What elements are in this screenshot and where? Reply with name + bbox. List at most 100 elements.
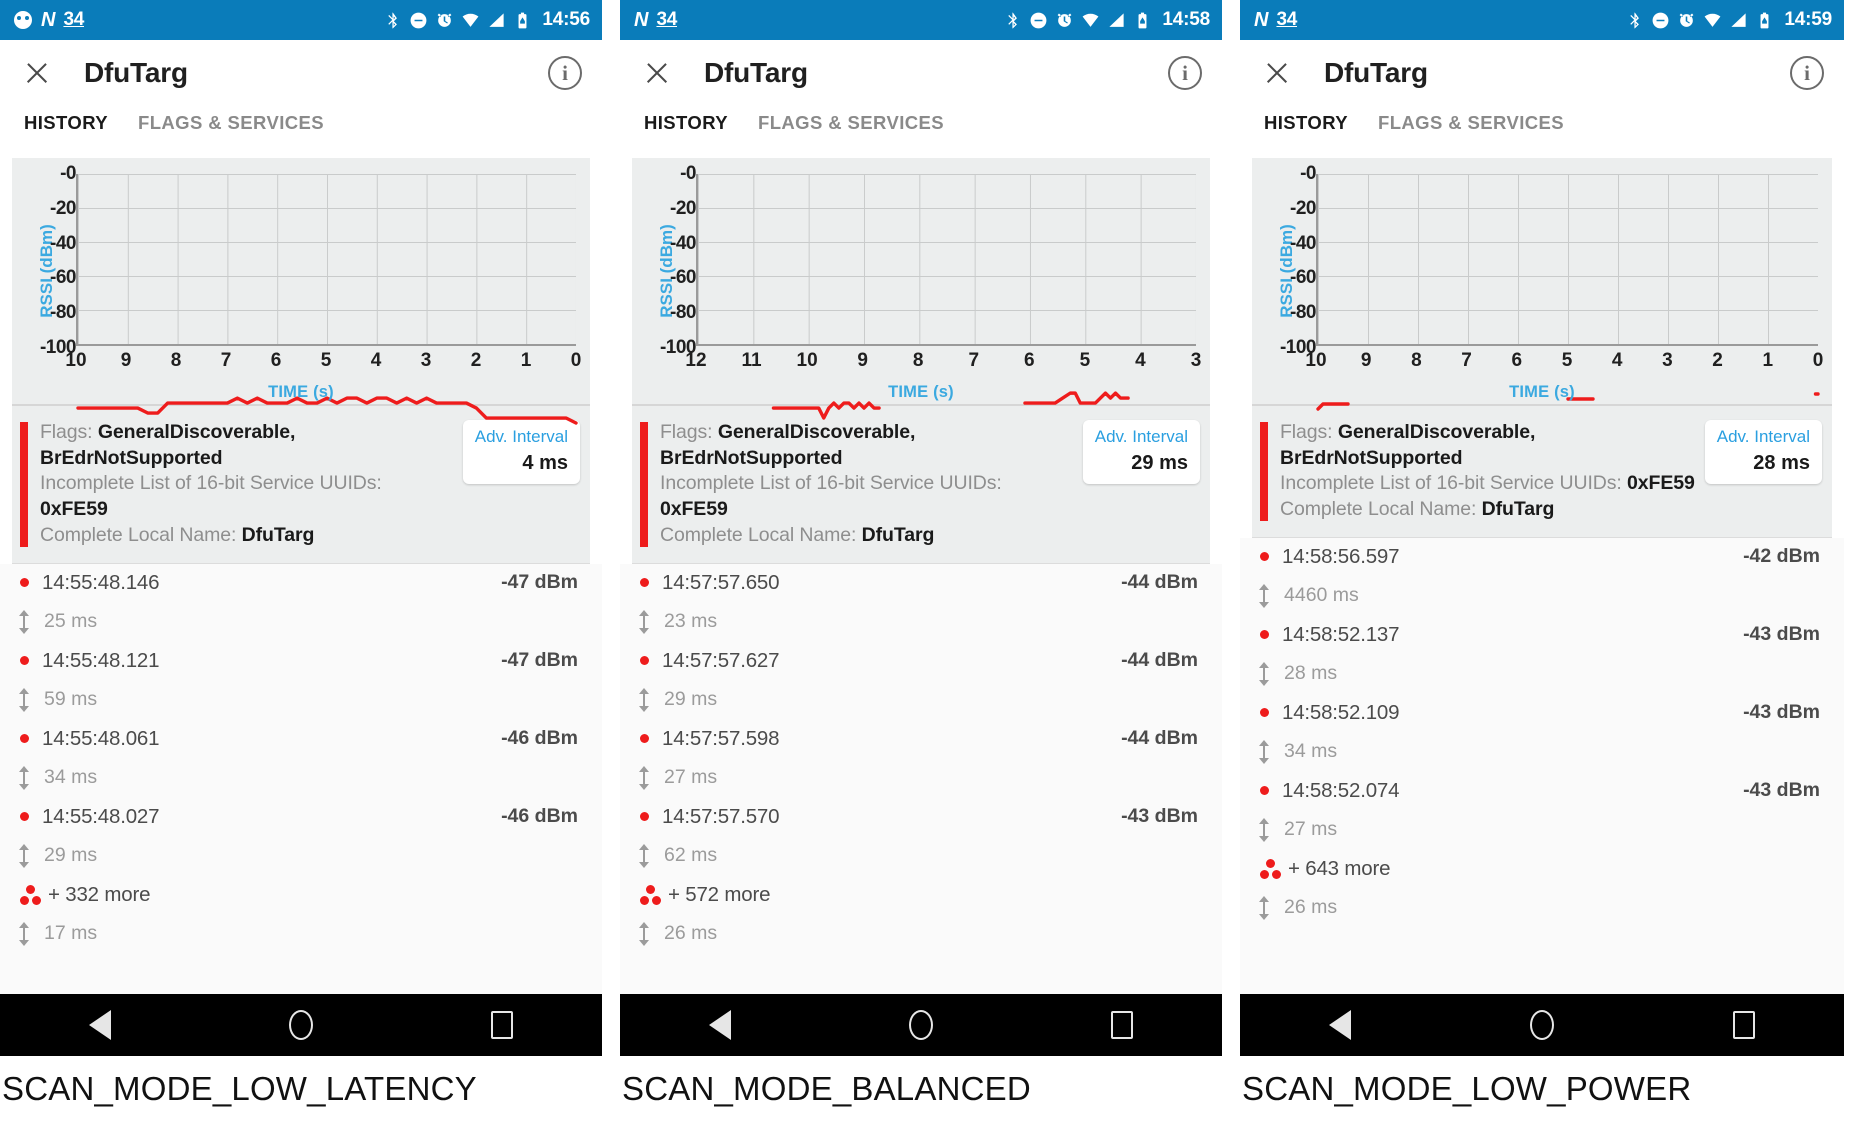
packet-rssi: -46 dBm: [501, 727, 578, 750]
tab-bar: HISTORY FLAGS & SERVICES: [0, 106, 602, 158]
nfc-n-icon: N: [41, 9, 55, 31]
card-accent-bar: [20, 422, 28, 547]
close-icon[interactable]: [642, 58, 672, 88]
signal-icon: [489, 12, 505, 27]
close-icon[interactable]: [22, 58, 52, 88]
y-tick: -60: [670, 267, 696, 289]
packet-row[interactable]: 14:55:48.121 -47 dBm: [4, 642, 602, 680]
status-bar-left: N 34: [1254, 9, 1297, 31]
local-name-line: Complete Local Name: DfuTarg: [40, 523, 315, 546]
status-bar-right: 14:58: [1003, 9, 1210, 31]
home-icon[interactable]: [909, 1010, 933, 1040]
system-nav-bar: [0, 994, 602, 1056]
packet-row[interactable]: 14:55:48.146 -47 dBm: [4, 564, 602, 602]
interval-arrow-icon: [1256, 895, 1272, 920]
y-tick: -20: [50, 197, 76, 219]
tab-flags-services[interactable]: FLAGS & SERVICES: [1378, 112, 1564, 133]
interval-arrow-icon: [636, 609, 652, 634]
status-bar-clock: 14:58: [1162, 9, 1210, 30]
info-icon[interactable]: i: [1168, 56, 1202, 90]
series-line: [773, 403, 879, 418]
home-icon[interactable]: [1529, 1010, 1554, 1040]
advertising-data-card[interactable]: Flags: GeneralDiscoverable, BrEdrNotSupp…: [1252, 406, 1832, 538]
back-icon[interactable]: [709, 1010, 731, 1040]
series-line: [1318, 404, 1348, 409]
packet-timestamp: 14:55:48.061: [42, 726, 160, 750]
packet-row[interactable]: 14:57:57.627 -44 dBm: [624, 642, 1222, 680]
gap-duration: 23 ms: [664, 610, 718, 633]
tab-flags-services[interactable]: FLAGS & SERVICES: [138, 112, 324, 133]
x-tick: 10: [1305, 350, 1327, 371]
app-bar: DfuTarg i: [0, 40, 602, 106]
x-tick: 5: [320, 350, 332, 371]
x-tick: 4: [1611, 350, 1623, 371]
chart-plot-area: [1316, 174, 1818, 346]
x-tick: 5: [1561, 350, 1573, 371]
more-row[interactable]: + 643 more: [1244, 850, 1844, 888]
gap-duration: 17 ms: [44, 922, 98, 945]
packet-row[interactable]: 14:58:52.109 -43 dBm: [1244, 694, 1844, 732]
app-bar: DfuTarg i: [620, 40, 1222, 106]
packet-row[interactable]: 14:58:52.137 -43 dBm: [1244, 616, 1844, 654]
packet-row[interactable]: 14:55:48.061 -46 dBm: [4, 720, 602, 758]
adv-interval-label: Adv. Interval: [1094, 427, 1188, 446]
flags-line: Flags: GeneralDiscoverable, BrEdrNotSupp…: [660, 421, 916, 469]
advertising-data-card[interactable]: Flags: GeneralDiscoverable, BrEdrNotSupp…: [632, 406, 1210, 564]
info-icon[interactable]: i: [1790, 56, 1824, 90]
status-badge-count: 34: [656, 9, 677, 30]
recents-icon[interactable]: [1111, 1011, 1133, 1039]
wifi-icon: [462, 13, 479, 27]
x-tick: 7: [220, 350, 232, 371]
interval-arrow-icon: [636, 765, 652, 790]
advertising-data-card[interactable]: Flags: GeneralDiscoverable, BrEdrNotSupp…: [12, 406, 590, 564]
back-icon[interactable]: [89, 1010, 111, 1040]
x-tick: 3: [1662, 350, 1673, 371]
packet-dot-icon: [1260, 786, 1269, 796]
y-tick: -60: [50, 267, 76, 289]
packet-timestamp: 14:58:56.597: [1282, 544, 1400, 568]
y-tick-labels: -0 -20 -40 -60 -80 -100: [1266, 158, 1317, 358]
packet-timestamp: 14:57:57.570: [662, 804, 780, 828]
packet-row[interactable]: 14:58:56.597 -42 dBm: [1244, 538, 1844, 576]
gap-duration: 27 ms: [1284, 818, 1338, 841]
series-line: [78, 398, 576, 423]
alarm-icon: [438, 12, 452, 27]
x-tick: 8: [170, 350, 182, 371]
dnd-icon: [410, 12, 427, 28]
dnd-icon: [1030, 12, 1047, 28]
packet-dot-icon: [20, 734, 29, 744]
more-row[interactable]: + 332 more: [4, 876, 602, 914]
back-icon[interactable]: [1329, 1010, 1352, 1040]
gap-row: 29 ms: [624, 680, 1222, 720]
info-icon[interactable]: i: [548, 56, 582, 90]
packet-row[interactable]: 14:57:57.570 -43 dBm: [624, 798, 1222, 836]
packet-dot-icon: [20, 578, 29, 588]
gap-row: 59 ms: [4, 680, 602, 720]
wifi-icon: [1082, 13, 1099, 27]
packet-rssi: -46 dBm: [501, 805, 578, 828]
tab-flags-services[interactable]: FLAGS & SERVICES: [758, 112, 944, 133]
x-tick: 7: [968, 350, 980, 371]
x-tick: 10: [65, 350, 87, 371]
chart-series: [78, 174, 576, 672]
recents-icon[interactable]: [491, 1011, 513, 1039]
packet-row[interactable]: 14:57:57.650 -44 dBm: [624, 564, 1222, 602]
packet-dot-icon: [640, 734, 649, 744]
tab-history[interactable]: HISTORY: [644, 112, 729, 133]
status-bar-clock: 14:56: [542, 9, 590, 30]
y-tick-labels: -0 -20 -40 -60 -80 -100: [26, 158, 77, 358]
more-dots-icon: [20, 884, 42, 905]
packet-dot-icon: [20, 656, 29, 666]
packet-row[interactable]: 14:55:48.027 -46 dBm: [4, 798, 602, 836]
close-icon[interactable]: [1262, 58, 1292, 88]
recents-icon[interactable]: [1732, 1011, 1755, 1039]
more-row[interactable]: + 572 more: [624, 876, 1222, 914]
home-icon[interactable]: [289, 1010, 313, 1040]
gap-row: 34 ms: [1244, 732, 1844, 772]
packet-row[interactable]: 14:58:52.074 -43 dBm: [1244, 772, 1844, 810]
packet-row[interactable]: 14:57:57.598 -44 dBm: [624, 720, 1222, 758]
tab-history[interactable]: HISTORY: [1264, 112, 1349, 133]
interval-arrow-icon: [16, 843, 32, 868]
tab-history[interactable]: HISTORY: [24, 112, 109, 133]
gap-row: 26 ms: [1244, 888, 1844, 928]
